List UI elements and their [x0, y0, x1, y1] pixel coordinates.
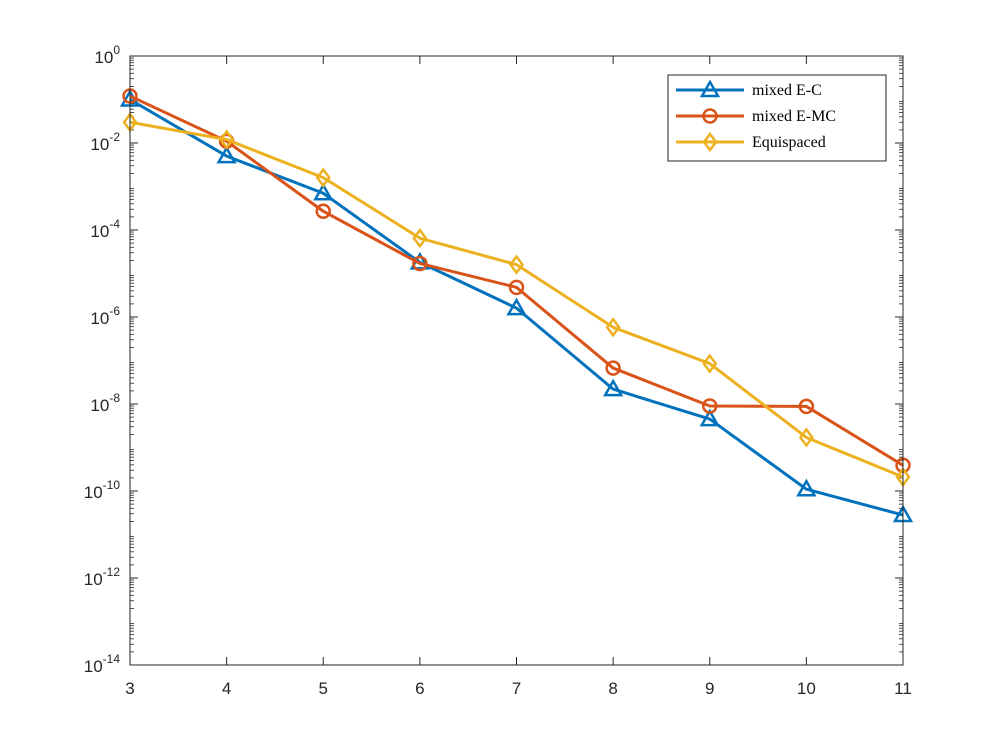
- y-tick-label: 100: [94, 43, 120, 67]
- data-point: [508, 279, 525, 296]
- legend-label: Equispaced: [752, 134, 826, 151]
- x-tick-label: 3: [125, 679, 134, 698]
- svg-text:100: 100: [94, 43, 120, 67]
- svg-text:10-4: 10-4: [90, 217, 120, 241]
- y-tick-exponent: -8: [109, 391, 120, 405]
- legend-marker: [699, 79, 721, 98]
- data-point: [796, 478, 817, 497]
- data-point: [315, 167, 331, 188]
- series-2: [122, 112, 911, 488]
- legend-label: mixed E-MC: [752, 108, 836, 125]
- y-tick-base: 10: [90, 396, 109, 415]
- y-tick-exponent: 0: [113, 43, 120, 57]
- svg-text:10-2: 10-2: [90, 130, 120, 154]
- series-line: [129, 120, 904, 479]
- y-tick-base: 10: [90, 135, 109, 154]
- legend-marker: [702, 131, 718, 153]
- data-point: [798, 398, 815, 415]
- y-tick-exponent: -12: [103, 565, 121, 579]
- y-tick-exponent: -2: [109, 130, 120, 144]
- y-tick-base: 10: [84, 657, 103, 676]
- data-point: [798, 427, 814, 448]
- series-line: [129, 94, 904, 467]
- y-tick-base: 10: [90, 309, 109, 328]
- x-tick-label: 10: [797, 679, 816, 698]
- x-tick-label: 8: [608, 679, 617, 698]
- y-tick-base: 10: [94, 48, 113, 67]
- data-point: [412, 228, 428, 249]
- legend-item: Equispaced: [676, 131, 826, 153]
- data-point: [602, 378, 624, 397]
- y-tick-label: 10-8: [90, 391, 120, 415]
- x-tick-label: 7: [512, 679, 521, 698]
- data-point: [605, 317, 621, 338]
- x-tick-label: 6: [415, 679, 424, 698]
- data-point: [506, 297, 527, 316]
- data-point: [412, 255, 428, 272]
- legend-label: mixed E-C: [752, 82, 822, 99]
- data-point: [216, 145, 237, 164]
- y-tick-label: 10-12: [84, 565, 121, 589]
- legend-item: mixed E-C: [676, 79, 822, 99]
- y-tick-label: 10-10: [84, 478, 121, 502]
- y-tick-exponent: -4: [109, 217, 120, 231]
- legend: mixed E-C mixed E-MC Equispaced: [667, 74, 887, 162]
- y-tick-label: 10-14: [84, 652, 121, 676]
- series-line: [129, 98, 904, 517]
- data-point: [219, 129, 235, 150]
- y-tick-base: 10: [90, 222, 109, 241]
- svg-text:10-6: 10-6: [90, 304, 120, 328]
- svg-text:10-10: 10-10: [84, 478, 121, 502]
- data-point: [313, 182, 334, 201]
- data-point: [508, 254, 525, 275]
- y-tick-base: 10: [84, 570, 103, 589]
- data-point: [605, 360, 621, 376]
- x-tick-label: 9: [705, 679, 714, 698]
- tick-labels: 3 4 5 6 7 8 9 10 1110-1410-1210-1010-810-610-410…: [84, 43, 912, 698]
- x-tick-label: 5: [319, 679, 328, 698]
- data-point: [315, 203, 331, 219]
- svg-text:10-14: 10-14: [84, 652, 121, 676]
- y-tick-label: 10-6: [90, 304, 120, 328]
- y-tick-label: 10-2: [90, 130, 120, 154]
- data-point: [702, 353, 718, 374]
- y-tick-exponent: -14: [103, 652, 121, 666]
- plot-frame: [129, 55, 904, 666]
- y-tick-exponent: -6: [109, 304, 120, 318]
- y-tick-exponent: -10: [103, 478, 121, 492]
- svg-text:10-8: 10-8: [90, 391, 120, 415]
- data-point: [702, 398, 718, 414]
- data-point: [699, 408, 720, 427]
- svg-text:10-12: 10-12: [84, 565, 121, 589]
- legend-marker: [702, 108, 718, 124]
- x-tick-label: 4: [222, 679, 231, 698]
- y-tick-base: 10: [84, 483, 103, 502]
- legend-item: mixed E-MC: [676, 108, 836, 125]
- y-tick-label: 10-4: [90, 217, 120, 241]
- x-tick-label: 11: [894, 679, 912, 698]
